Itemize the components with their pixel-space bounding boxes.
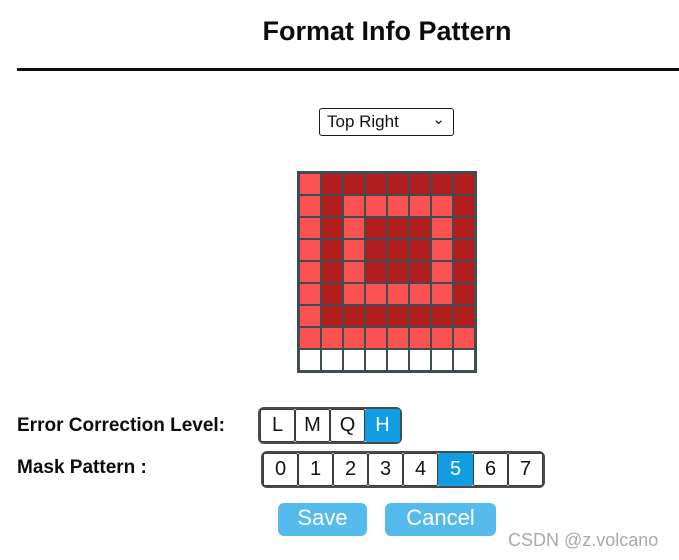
module-cell bbox=[366, 328, 386, 348]
module-cell bbox=[344, 262, 364, 282]
module-cell bbox=[410, 196, 430, 216]
module-cell bbox=[388, 196, 408, 216]
module-cell bbox=[344, 350, 364, 370]
module-cell bbox=[322, 306, 342, 326]
position-select-wrap: Top Right ⌄ bbox=[319, 108, 454, 136]
ec-option-L[interactable]: L bbox=[260, 409, 295, 442]
mask-option-7[interactable]: 7 bbox=[508, 453, 543, 486]
module-cell bbox=[388, 262, 408, 282]
module-cell bbox=[366, 240, 386, 260]
module-cell bbox=[344, 174, 364, 194]
module-cell bbox=[410, 284, 430, 304]
format-pattern-grid bbox=[297, 171, 477, 373]
module-cell bbox=[366, 306, 386, 326]
module-cell bbox=[388, 328, 408, 348]
ec-option-Q[interactable]: Q bbox=[330, 409, 365, 442]
mask-option-0[interactable]: 0 bbox=[263, 453, 298, 486]
mask-option-2[interactable]: 2 bbox=[333, 453, 368, 486]
error-correction-label: Error Correction Level: bbox=[17, 415, 225, 436]
module-cell bbox=[366, 262, 386, 282]
module-cell bbox=[432, 328, 452, 348]
module-cell bbox=[366, 284, 386, 304]
ec-option-H[interactable]: H bbox=[365, 409, 400, 442]
module-cell bbox=[344, 328, 364, 348]
module-cell bbox=[322, 350, 342, 370]
module-cell bbox=[454, 328, 474, 348]
mask-option-1[interactable]: 1 bbox=[298, 453, 333, 486]
module-cell bbox=[454, 284, 474, 304]
module-cell bbox=[388, 306, 408, 326]
module-cell bbox=[410, 306, 430, 326]
module-cell bbox=[388, 240, 408, 260]
module-cell bbox=[322, 284, 342, 304]
module-cell bbox=[300, 328, 320, 348]
module-cell bbox=[300, 218, 320, 238]
module-cell bbox=[454, 196, 474, 216]
module-cell bbox=[300, 306, 320, 326]
module-cell bbox=[432, 306, 452, 326]
module-cell bbox=[388, 218, 408, 238]
module-cell bbox=[432, 350, 452, 370]
module-cell bbox=[432, 240, 452, 260]
cancel-button[interactable]: Cancel bbox=[385, 503, 496, 536]
mask-option-5[interactable]: 5 bbox=[438, 453, 473, 486]
module-cell bbox=[366, 218, 386, 238]
module-cell bbox=[344, 240, 364, 260]
module-cell bbox=[454, 240, 474, 260]
module-cell bbox=[388, 174, 408, 194]
module-cell bbox=[322, 328, 342, 348]
module-cell bbox=[366, 174, 386, 194]
module-cell bbox=[366, 196, 386, 216]
module-cell bbox=[432, 218, 452, 238]
module-cell bbox=[344, 284, 364, 304]
module-cell bbox=[454, 218, 474, 238]
module-cell bbox=[432, 262, 452, 282]
page-title: Format Info Pattern bbox=[262, 16, 512, 46]
module-cell bbox=[322, 174, 342, 194]
save-button[interactable]: Save bbox=[278, 503, 367, 536]
module-cell bbox=[410, 350, 430, 370]
module-cell bbox=[410, 218, 430, 238]
module-cell bbox=[432, 174, 452, 194]
module-cell bbox=[454, 350, 474, 370]
module-cell bbox=[300, 350, 320, 370]
module-cell bbox=[300, 284, 320, 304]
module-cell bbox=[300, 174, 320, 194]
position-select[interactable]: Top Right bbox=[319, 108, 454, 136]
module-cell bbox=[322, 262, 342, 282]
module-cell bbox=[432, 284, 452, 304]
module-cell bbox=[410, 174, 430, 194]
module-cell bbox=[366, 350, 386, 370]
mask-option-3[interactable]: 3 bbox=[368, 453, 403, 486]
module-cell bbox=[322, 240, 342, 260]
watermark: CSDN @z.volcano bbox=[508, 530, 659, 550]
module-cell bbox=[344, 196, 364, 216]
ec-option-M[interactable]: M bbox=[295, 409, 330, 442]
module-cell bbox=[410, 328, 430, 348]
module-cell bbox=[454, 174, 474, 194]
module-cell bbox=[344, 218, 364, 238]
mask-option-6[interactable]: 6 bbox=[473, 453, 508, 486]
mask-option-4[interactable]: 4 bbox=[403, 453, 438, 486]
module-cell bbox=[432, 196, 452, 216]
module-cell bbox=[410, 240, 430, 260]
module-cell bbox=[300, 240, 320, 260]
module-cell bbox=[388, 350, 408, 370]
module-cell bbox=[388, 284, 408, 304]
module-cell bbox=[344, 306, 364, 326]
module-cell bbox=[454, 262, 474, 282]
title-divider bbox=[17, 68, 679, 71]
module-cell bbox=[322, 218, 342, 238]
module-cell bbox=[410, 262, 430, 282]
module-cell bbox=[322, 196, 342, 216]
module-cell bbox=[300, 196, 320, 216]
mask-pattern-label: Mask Pattern : bbox=[17, 457, 147, 478]
module-cell bbox=[454, 306, 474, 326]
module-cell bbox=[300, 262, 320, 282]
